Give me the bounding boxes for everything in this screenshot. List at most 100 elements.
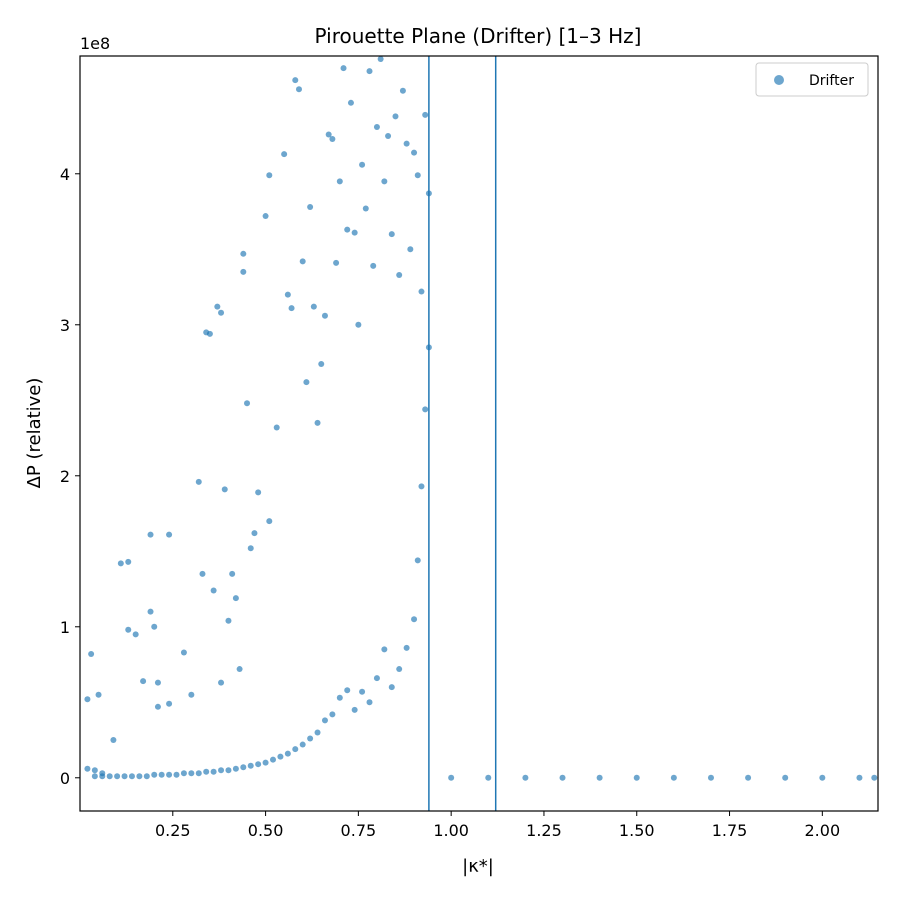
data-point — [210, 587, 217, 594]
data-point — [240, 268, 247, 275]
data-point — [396, 666, 403, 673]
data-point — [284, 750, 291, 757]
x-tick-label: 1.25 — [526, 821, 562, 840]
x-axis-title: |κ*| — [462, 856, 494, 877]
data-point — [355, 321, 362, 328]
data-point — [425, 190, 432, 197]
data-point — [745, 774, 752, 781]
data-point — [381, 178, 388, 185]
data-point — [284, 291, 291, 298]
data-point — [154, 703, 161, 710]
data-point — [392, 113, 399, 120]
data-point — [273, 424, 280, 431]
data-point — [218, 767, 225, 774]
data-point — [325, 131, 332, 138]
data-point — [422, 111, 429, 118]
data-point — [136, 773, 143, 780]
data-point — [336, 178, 343, 185]
data-point — [359, 161, 366, 168]
data-point — [125, 558, 132, 565]
chart-title: Pirouette Plane (Drifter) [1–3 Hz] — [315, 24, 642, 48]
y-tick-label: 1 — [60, 618, 70, 637]
data-point — [388, 231, 395, 238]
data-point — [377, 56, 384, 63]
data-point — [329, 711, 336, 718]
data-point — [91, 773, 98, 780]
data-point — [281, 151, 288, 158]
data-point — [411, 149, 418, 156]
data-point — [299, 258, 306, 265]
data-point — [251, 530, 258, 537]
data-point — [381, 646, 388, 653]
data-point — [225, 767, 232, 774]
data-point — [255, 761, 262, 768]
data-point — [344, 226, 351, 233]
data-point — [388, 684, 395, 691]
data-point — [407, 246, 414, 253]
data-point — [147, 531, 154, 538]
data-point — [232, 765, 239, 772]
data-point — [670, 774, 677, 781]
data-point — [448, 774, 455, 781]
x-tick-label: 2.00 — [805, 821, 841, 840]
data-point — [425, 344, 432, 351]
data-point — [333, 259, 340, 266]
data-point — [158, 771, 165, 778]
data-point — [411, 616, 418, 623]
data-point — [370, 262, 377, 269]
plot-area — [84, 56, 878, 811]
data-point — [166, 531, 173, 538]
x-axis: 0.25 0.50 0.75 1.00 1.25 1.50 1.75 2.00 — [155, 811, 840, 840]
y-tick-label: 0 — [60, 769, 70, 788]
data-point — [351, 229, 358, 236]
data-point — [229, 570, 236, 577]
data-point — [210, 768, 217, 775]
data-point — [819, 774, 826, 781]
x-tick-label: 0.25 — [155, 821, 191, 840]
data-point — [166, 771, 173, 778]
data-point — [166, 700, 173, 707]
data-point — [418, 483, 425, 490]
data-point — [154, 679, 161, 686]
data-point — [485, 774, 492, 781]
data-point — [303, 379, 310, 386]
data-point — [321, 312, 328, 319]
data-point — [373, 675, 380, 682]
data-point — [373, 123, 380, 130]
data-point — [310, 303, 317, 310]
data-point — [195, 478, 202, 485]
data-point — [218, 679, 225, 686]
data-point — [277, 753, 284, 760]
data-point — [782, 774, 789, 781]
y-axis: 0 1 2 3 4 — [60, 165, 80, 788]
data-point — [351, 706, 358, 713]
data-point — [596, 774, 603, 781]
data-point — [871, 774, 878, 781]
data-point — [318, 361, 325, 368]
data-point — [117, 560, 124, 567]
legend-box — [755, 62, 869, 97]
x-tick-label: 1.00 — [433, 821, 469, 840]
y-axis-title: ΔP (relative) — [24, 378, 45, 489]
data-point — [188, 691, 195, 698]
data-point — [244, 400, 251, 407]
data-point — [151, 623, 158, 630]
data-point — [344, 687, 351, 694]
data-point — [195, 770, 202, 777]
data-point — [218, 309, 225, 316]
data-point — [266, 172, 273, 179]
data-point — [359, 688, 366, 695]
data-point — [347, 99, 354, 106]
data-point — [270, 756, 277, 763]
data-point — [262, 213, 269, 220]
data-point — [188, 770, 195, 777]
data-point — [95, 691, 102, 698]
data-point — [84, 765, 91, 772]
legend-label: Drifter — [809, 73, 854, 89]
data-point — [121, 773, 128, 780]
data-point — [106, 773, 113, 780]
data-point — [633, 774, 640, 781]
data-point — [199, 570, 206, 577]
data-point — [225, 617, 232, 624]
